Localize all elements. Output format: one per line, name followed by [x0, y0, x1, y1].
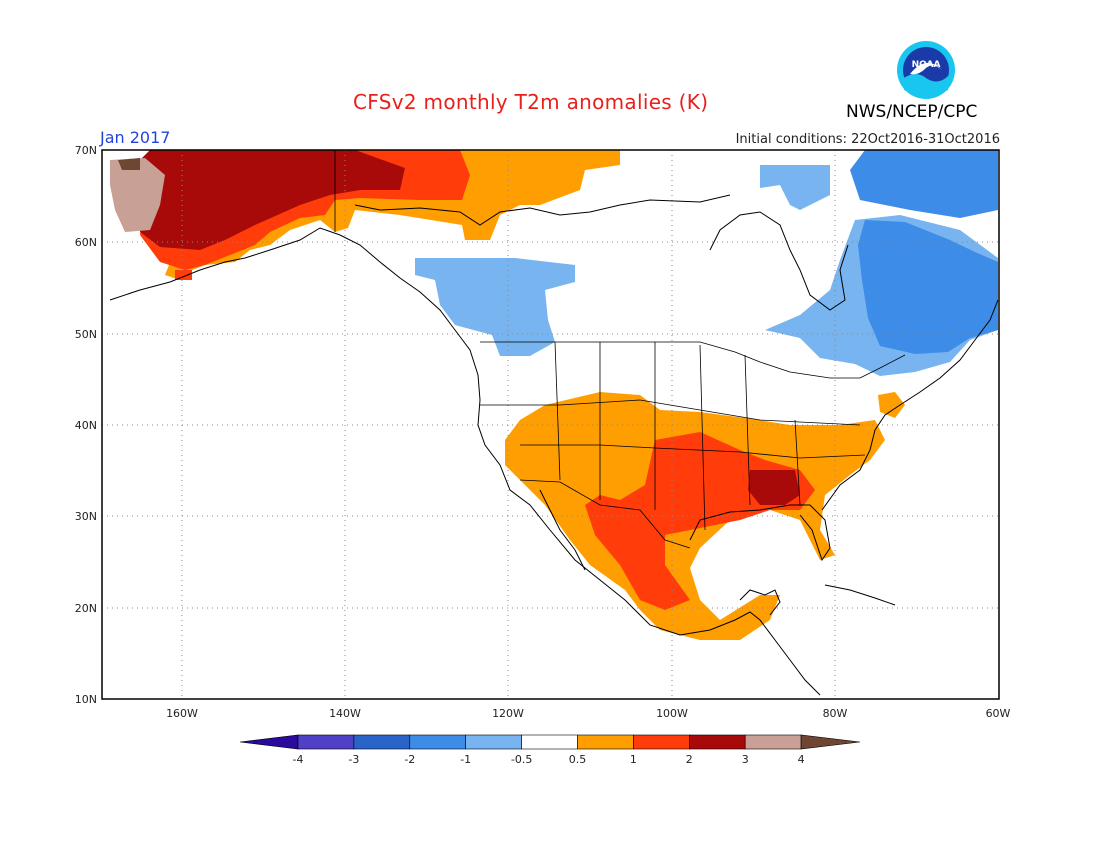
political-borders: [334, 150, 906, 549]
colorbar-swatch-10: [800, 734, 861, 750]
agency-label: NWS/NCEP/CPC: [846, 102, 978, 122]
colorbar-swatch-1: [297, 734, 355, 750]
logo-text: NOAA: [912, 60, 941, 70]
anomaly-western-canada-cool: [415, 258, 575, 356]
lon-tick-160w: 160W: [166, 707, 198, 720]
border-states-v4: [699, 344, 706, 531]
lat-tick-50n: 50N: [75, 328, 97, 341]
anomaly-alaska-darkred: [140, 150, 405, 250]
colorbar-label: -2: [404, 753, 415, 766]
lon-tick-80w: 80W: [823, 707, 848, 720]
anomaly-aleutian-red: [175, 270, 192, 280]
colorbar-swatch-5: [521, 734, 578, 750]
anomaly-northeast-orange: [878, 392, 905, 418]
lon-tick-120w: 120W: [492, 707, 524, 720]
lat-tick-30n: 30N: [75, 510, 97, 523]
colorbar-label: 3: [742, 753, 749, 766]
colorbar-swatch-0: [239, 734, 299, 750]
border-states-v1: [554, 341, 561, 481]
lon-tick-labels: 160W 140W 120W 100W 80W 60W: [166, 707, 1010, 720]
lat-tick-70n: 70N: [75, 144, 97, 157]
coastlines: [109, 194, 999, 696]
map-frame: [101, 149, 1000, 700]
border-canada-us: [480, 341, 906, 379]
colorbar-swatch-6: [577, 734, 634, 750]
colorbar-swatch-7: [633, 734, 690, 750]
colorbar-label: 2: [686, 753, 693, 766]
border-states-h2: [520, 444, 866, 459]
coastline-atlantic: [821, 299, 999, 511]
lon-tick-100w: 100W: [656, 707, 688, 720]
colorbar-label: 4: [798, 753, 805, 766]
anomaly-baffin-cool: [850, 150, 998, 218]
anomaly-alaska-tan: [110, 158, 165, 232]
anomaly-alaska-brown: [118, 158, 140, 170]
anomaly-field: [110, 150, 998, 640]
anomaly-arctic-cool: [760, 165, 830, 210]
lat-tick-60n: 60N: [75, 236, 97, 249]
border-us-mexico: [519, 479, 691, 549]
colorbar-swatch-2: [353, 734, 411, 750]
coastline-baja: [539, 489, 586, 571]
forecast-month: Jan 2017: [100, 128, 171, 147]
noaa-logo-icon: NOAA: [897, 41, 955, 99]
colorbar-label: -0.5: [511, 753, 532, 766]
colorbar: -4 -3 -2 -1 -0.5 0.5 1 2 3 4: [239, 734, 861, 766]
anomaly-southeast-darkred: [748, 470, 800, 505]
colorbar-swatch-9: [744, 734, 802, 750]
colorbar-label: 0.5: [569, 753, 587, 766]
border-states-v6: [794, 419, 801, 506]
coastline-alaska: [109, 227, 821, 696]
anomaly-alaska-orange: [150, 150, 620, 280]
lat-tick-40n: 40N: [75, 419, 97, 432]
coastline-hudson-bay: [709, 211, 849, 311]
lat-tick-labels: 70N 60N 50N 40N 30N 20N 10N: [75, 144, 97, 706]
lat-tick-20n: 20N: [75, 602, 97, 615]
lon-tick-140w: 140W: [329, 707, 361, 720]
coastline-cuba: [824, 584, 896, 606]
colorbar-label: -1: [460, 753, 471, 766]
colorbar-swatch-8: [688, 734, 746, 750]
coastline-yucatan: [739, 589, 781, 616]
initial-conditions: Initial conditions: 22Oct2016-31Oct2016: [735, 132, 1000, 147]
coastline-arctic: [354, 194, 731, 226]
anomaly-eastern-canada-cool2: [858, 220, 998, 354]
colorbar-swatch-4: [465, 734, 522, 750]
lon-tick-60w: 60W: [986, 707, 1011, 720]
colorbar-swatch-3: [409, 734, 466, 750]
border-states-h1: [480, 399, 861, 426]
border-states-v5: [744, 354, 751, 506]
colorbar-label: -4: [293, 753, 304, 766]
coastline-gulf: [689, 504, 831, 562]
lat-tick-10n: 10N: [75, 693, 97, 706]
colorbar-label: 1: [630, 753, 637, 766]
colorbar-label: -3: [348, 753, 359, 766]
map-title: CFSv2 monthly T2m anomalies (K): [353, 90, 709, 114]
